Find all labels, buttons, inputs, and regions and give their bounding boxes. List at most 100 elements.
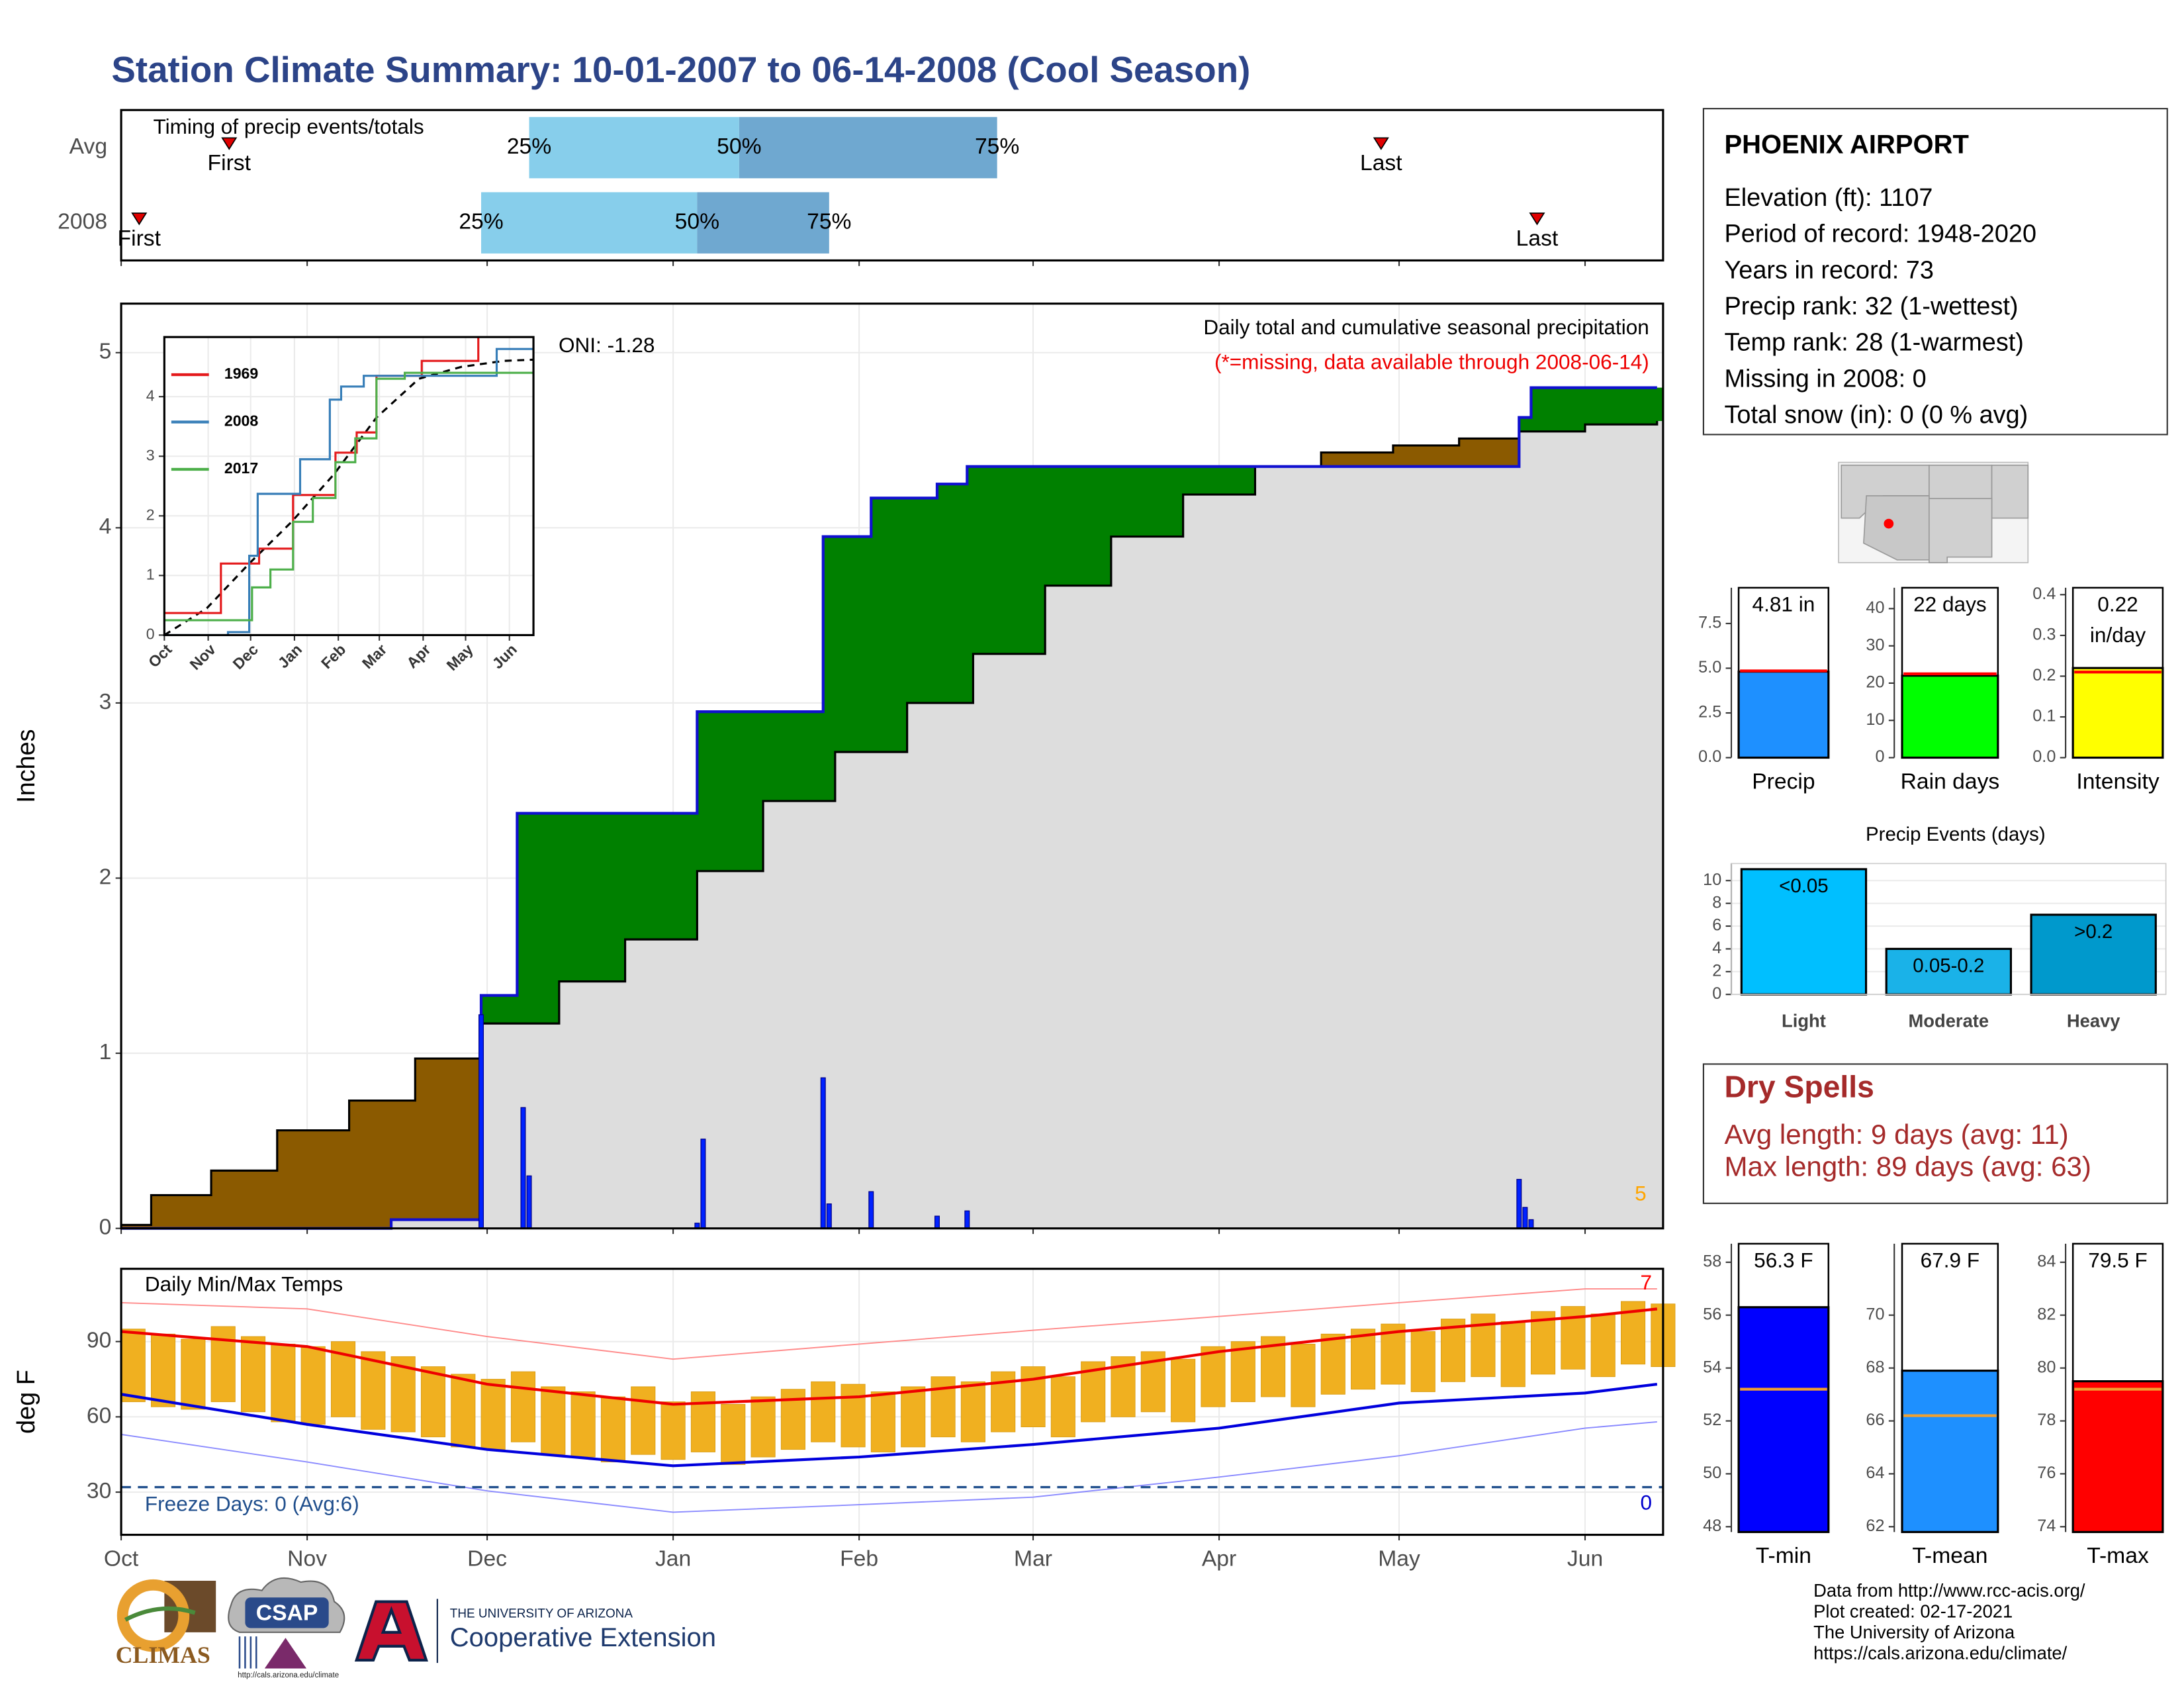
daily-temp-bar xyxy=(1050,1376,1075,1438)
value-label: 22 days xyxy=(1913,593,1987,618)
daily-temp-bar xyxy=(870,1391,895,1452)
y-tick-label: 50 xyxy=(1703,1464,1721,1482)
daily-temp-bar xyxy=(181,1338,206,1410)
y-tick-label: 2 xyxy=(146,506,155,523)
daily-precip-bar xyxy=(478,1014,484,1229)
y-tick-label: 58 xyxy=(1703,1252,1721,1270)
info-line: Years in record: 73 xyxy=(1724,256,1933,284)
x-tick-label: Feb xyxy=(840,1546,878,1571)
logo-shape xyxy=(238,1636,257,1669)
y-tick-label: 30 xyxy=(87,1479,111,1503)
panel-frame xyxy=(120,1268,1664,1536)
x-tick-label: Apr xyxy=(1202,1546,1236,1571)
daily-temp-bar xyxy=(931,1376,956,1438)
value-label: 79.5 F xyxy=(2088,1249,2148,1274)
category-label: Rain days xyxy=(1901,769,2000,794)
bar xyxy=(2071,667,2164,759)
low-count-label: 0 xyxy=(1640,1491,1652,1515)
y-tick-label: 0 xyxy=(1712,984,1721,1003)
y-tick-label: 6 xyxy=(1712,916,1721,935)
inset-frame xyxy=(163,336,535,636)
quartile-bar xyxy=(697,192,829,254)
csap-text: CSAP xyxy=(256,1601,318,1625)
info-line: Elevation (ft): 1107 xyxy=(1724,184,1933,212)
y-tick-label: 10 xyxy=(1703,870,1721,889)
series-line xyxy=(164,371,534,622)
y-tick-label: 0 xyxy=(146,626,155,643)
chart-subtitle: (*=missing, data available through 2008-… xyxy=(1214,350,1649,373)
y-tick-label: 48 xyxy=(1703,1517,1721,1535)
category-label: T-max xyxy=(2087,1544,2149,1568)
y-tick-label: 0.2 xyxy=(2032,666,2056,684)
y-tick-label: 0.4 xyxy=(2032,585,2056,603)
daily-temp-bar xyxy=(361,1351,386,1430)
y-tick-label: 80 xyxy=(2037,1358,2056,1376)
y-tick-label: 4 xyxy=(1712,939,1721,957)
y-tick-label: 82 xyxy=(2037,1305,2056,1323)
quartile-bar xyxy=(529,117,739,179)
legend-label: 2017 xyxy=(224,459,258,477)
series-line xyxy=(164,348,534,636)
daily-temp-bar xyxy=(1171,1358,1196,1423)
value-label-box: 0.22 in/day xyxy=(2090,593,2146,647)
daily-temp-bar xyxy=(151,1333,176,1407)
info-line: Precip rank: 32 (1-wettest) xyxy=(1724,293,2018,320)
threshold-label: >0.2 xyxy=(2074,921,2113,943)
value-label: 4.81 in xyxy=(1752,593,1815,618)
daily-temp-bar xyxy=(1410,1331,1435,1392)
y-tick-label: 2.5 xyxy=(1698,703,1721,722)
category-label: Precip xyxy=(1752,769,1815,794)
quartile-label: 75% xyxy=(975,134,1019,159)
quartile-label: 25% xyxy=(459,210,503,234)
y-tick-label: 4 xyxy=(146,387,155,404)
average-area xyxy=(121,420,1663,1229)
bar xyxy=(1901,675,1999,759)
climas-text: CLIMAS xyxy=(116,1642,210,1668)
page-title: Station Climate Summary: 10-01-2007 to 0… xyxy=(111,49,1250,90)
bar xyxy=(1737,1306,1830,1533)
daily-temp-bar xyxy=(1021,1366,1046,1427)
dry-spells-line: Avg length: 9 days (avg: 11) xyxy=(1724,1119,2068,1150)
y-tick-label: 0 xyxy=(99,1215,112,1240)
category-label: Light xyxy=(1782,1011,1826,1031)
y-axis-label: deg F xyxy=(13,1370,40,1434)
y-tick-label: 40 xyxy=(1866,598,1884,617)
panel-title: Daily Min/Max Temps xyxy=(145,1272,343,1295)
daily-temp-bar xyxy=(480,1379,506,1450)
quartile-bar xyxy=(481,192,698,254)
y-tick-label: 66 xyxy=(1866,1411,1884,1429)
panel-frame xyxy=(120,109,1664,262)
csap-logo: CSAP http://cals.arizona.edu/climate xyxy=(228,1577,345,1679)
info-line: Missing in 2008: 0 xyxy=(1724,365,1926,393)
record-min-line xyxy=(120,1421,1657,1513)
oni-label: ONI: -1.28 xyxy=(559,333,655,357)
plot-background xyxy=(164,337,534,635)
x-tick-label: Mar xyxy=(1014,1546,1052,1571)
x-tick-label: Nov xyxy=(287,1546,327,1571)
logo-shape xyxy=(116,1579,190,1652)
event-marker xyxy=(1373,137,1389,150)
normal-min-line xyxy=(120,1383,1658,1468)
dry-spells-line: Max length: 89 days (avg: 63) xyxy=(1724,1150,2091,1182)
daily-precip-bar xyxy=(868,1191,874,1229)
info-line: Temp rank: 28 (1-warmest) xyxy=(1724,329,2023,357)
y-tick-label: 90 xyxy=(87,1329,111,1353)
daily-temp-bar xyxy=(1351,1329,1376,1390)
record-max-line xyxy=(121,1288,1657,1360)
daily-precip-bar xyxy=(826,1203,832,1229)
y-tick-label: 0.3 xyxy=(2032,626,2056,644)
logo-shape xyxy=(245,1597,329,1628)
daily-temp-bar xyxy=(271,1344,296,1423)
daily-temp-bar xyxy=(510,1371,536,1442)
y-tick-label: 2 xyxy=(99,865,112,889)
quartile-label: 50% xyxy=(675,210,719,234)
value-label-box: 22 days xyxy=(1913,593,1987,618)
locator-map xyxy=(1838,461,2029,563)
event-marker xyxy=(221,137,238,150)
university-text: THE UNIVERSITY OF ARIZONA xyxy=(450,1607,633,1620)
bar xyxy=(1740,868,1868,996)
value-label-box: 4.81 in xyxy=(1752,593,1815,618)
daily-temp-bar xyxy=(841,1383,866,1448)
category-label: T-mean xyxy=(1912,1544,1987,1568)
